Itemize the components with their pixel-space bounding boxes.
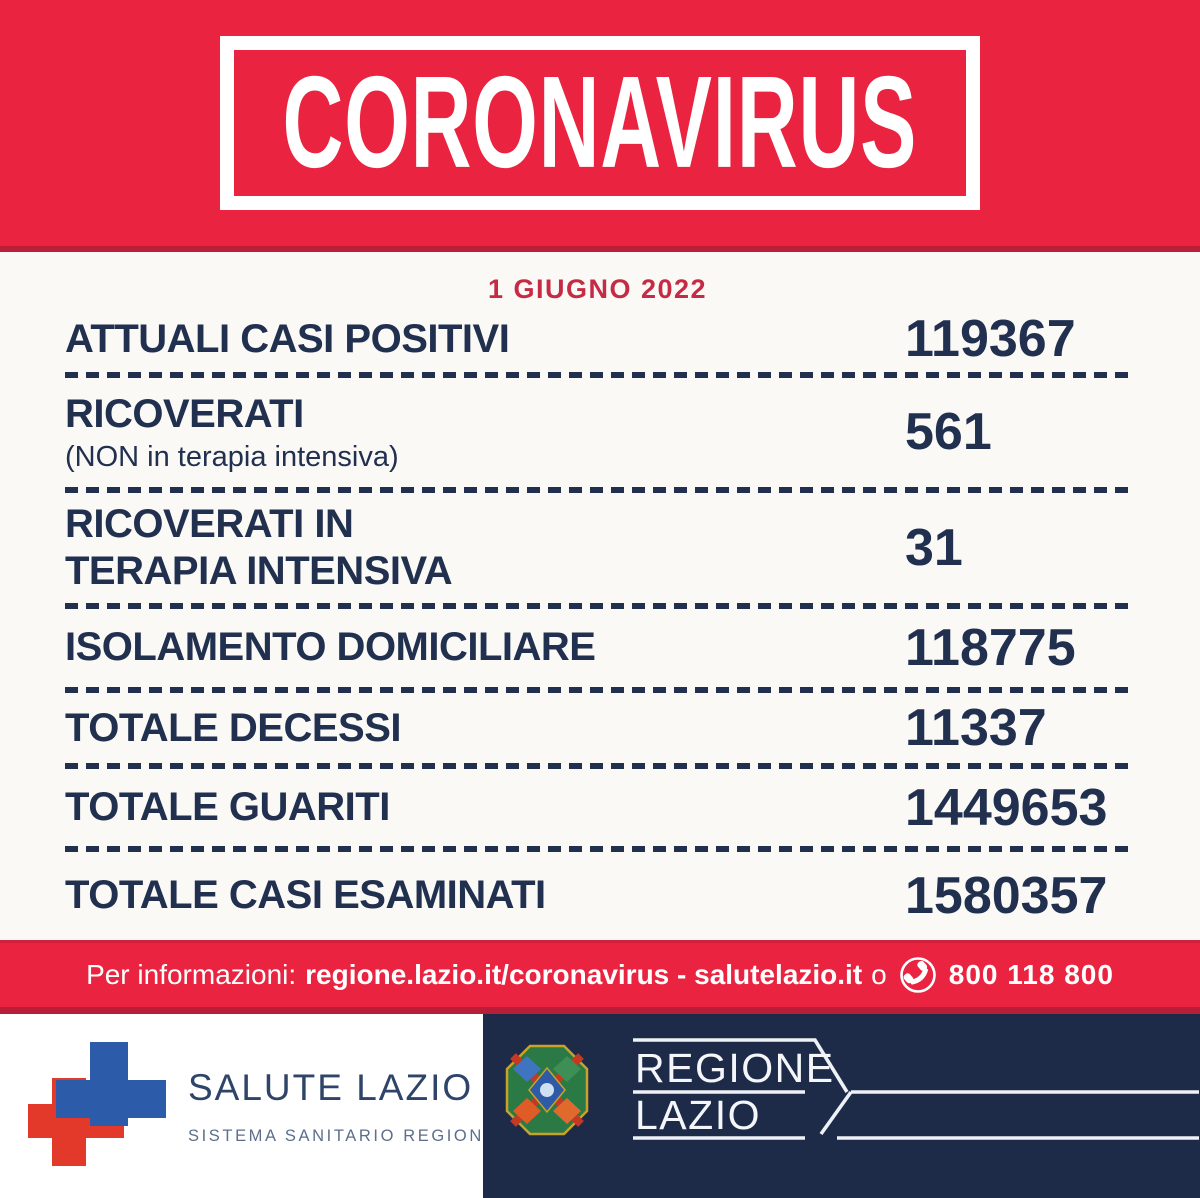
salute-lazio-subtitle: SISTEMA SANITARIO REGIONALE [188,1127,523,1145]
dashed-divider [65,372,1130,379]
stat-value: 31 [905,518,963,577]
stat-row-attuali-casi-positivi: ATTUALI CASI POSITIVI 119367 [65,306,1130,372]
salute-lazio-crosses-icon [28,1040,170,1173]
page-title: CORONAVIRUS [282,49,918,196]
stat-row-totale-decessi: TOTALE DECESSI 11337 [65,693,1130,763]
dashed-divider [65,602,1130,609]
salute-lazio-panel: SALUTE LAZIO SISTEMA SANITARIO REGIONALE [0,1014,520,1198]
stat-row-isolamento-domiciliare: ISOLAMENTO DOMICILIARE 118775 [65,609,1130,687]
stat-row-totale-guariti: TOTALE GUARITI 1449653 [65,769,1130,845]
stat-value: 119367 [905,310,1076,369]
info-conjunction: o [871,959,887,990]
stat-row-totale-casi-esaminati: TOTALE CASI ESAMINATI 1580357 [65,852,1130,940]
phone-icon [898,955,938,995]
header-band: CORONAVIRUS [0,0,1200,252]
stat-label: TOTALE GUARITI [65,784,390,829]
stat-value: 11337 [905,699,1047,758]
stat-label: RICOVERATI [65,392,304,437]
regione-wordmark-line1: REGIONE [635,1045,835,1091]
stat-value: 118775 [905,618,1076,677]
dashed-divider [65,486,1130,493]
info-prefix: Per informazioni: [86,959,297,990]
report-date: 1 GIUGNO 2022 [487,274,708,304]
footer: SALUTE LAZIO SISTEMA SANITARIO REGIONALE [0,1014,1200,1198]
stats-panel: 1 GIUGNO 2022 ATTUALI CASI POSITIVI 1193… [0,252,1200,940]
regione-wordmark-line2: LAZIO [635,1092,761,1138]
regione-lazio-panel: REGIONE LAZIO [483,1014,1200,1198]
info-band: Per informazioni: regione.lazio.it/coron… [0,940,1200,1014]
stat-value: 561 [905,403,992,462]
stat-value: 1580357 [905,866,1108,925]
dashed-divider [65,845,1130,852]
info-phone-number: 800 118 800 [948,959,1114,990]
dashed-divider [65,687,1130,694]
stat-label: ISOLAMENTO DOMICILIARE [65,625,596,670]
stat-label: TOTALE CASI ESAMINATI [65,873,546,918]
regione-lazio-wordmark: REGIONE LAZIO [631,1032,1200,1147]
title-frame: CORONAVIRUS [220,36,980,210]
salute-lazio-title: SALUTE LAZIO [188,1067,474,1108]
stat-label: RICOVERATI IN TERAPIA INTENSIVA [65,501,453,593]
chevron-lines-icon [633,1038,1199,1140]
stat-row-terapia-intensiva: RICOVERATI IN TERAPIA INTENSIVA 31 [65,493,1130,603]
dashed-divider [65,763,1130,770]
stat-row-ricoverati: RICOVERATI (NON in terapia intensiva) 56… [65,378,1130,486]
stat-value: 1449653 [905,778,1108,837]
stat-sublabel: (NON in terapia intensiva) [65,440,399,473]
stat-label: ATTUALI CASI POSITIVI [65,316,510,361]
stat-label: TOTALE DECESSI [65,705,402,750]
info-urls: regione.lazio.it/coronavirus - salutelaz… [305,959,863,990]
regione-lazio-emblem-icon [505,1044,589,1141]
